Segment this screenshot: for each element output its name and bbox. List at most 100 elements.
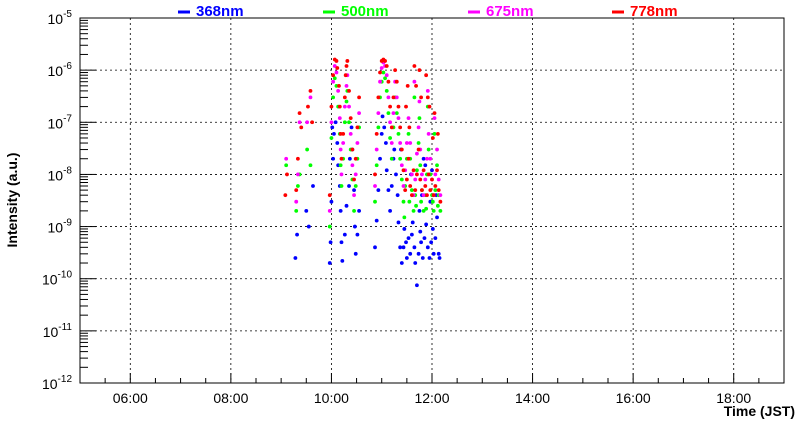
data-point xyxy=(407,199,412,204)
data-point xyxy=(430,136,435,140)
data-point xyxy=(430,227,435,231)
data-point xyxy=(299,125,304,130)
data-point xyxy=(408,141,413,145)
data-point xyxy=(304,208,309,213)
data-point xyxy=(391,95,396,100)
data-point xyxy=(386,95,391,100)
y-tick-base: 10 xyxy=(48,11,64,27)
data-point xyxy=(376,111,381,116)
data-point xyxy=(403,188,408,193)
data-point xyxy=(395,193,400,198)
x-axis-label: Time (JST) xyxy=(724,403,795,419)
data-point xyxy=(435,203,440,208)
data-point xyxy=(344,83,349,88)
data-point xyxy=(331,156,336,161)
data-point xyxy=(417,68,422,73)
data-point xyxy=(345,59,350,63)
data-point xyxy=(339,240,344,245)
data-point xyxy=(424,222,429,227)
data-point xyxy=(435,131,440,136)
data-point xyxy=(347,120,351,125)
y-tick-exponent: -5 xyxy=(63,9,72,20)
data-point xyxy=(357,208,361,213)
data-point xyxy=(389,125,394,130)
y-tick-label: 10-12 xyxy=(42,374,72,392)
data-point xyxy=(421,193,426,198)
data-point xyxy=(374,131,379,136)
data-point xyxy=(435,163,439,168)
data-point xyxy=(311,184,315,188)
data-point xyxy=(374,147,379,152)
data-point xyxy=(373,184,377,188)
data-point xyxy=(432,111,437,116)
data-point xyxy=(404,256,409,260)
data-point xyxy=(305,147,310,152)
data-point xyxy=(353,156,358,161)
data-point xyxy=(416,125,421,130)
series-778nm xyxy=(283,57,443,204)
data-point xyxy=(436,251,441,256)
data-point xyxy=(352,224,357,229)
data-point xyxy=(344,99,349,104)
data-point xyxy=(411,208,416,213)
data-point xyxy=(327,224,332,229)
data-point xyxy=(427,104,432,109)
data-point xyxy=(410,220,415,225)
data-point xyxy=(378,70,382,75)
data-point xyxy=(431,208,436,213)
data-point xyxy=(308,163,313,168)
data-point xyxy=(418,163,423,168)
y-tick-exponent: -7 xyxy=(63,113,72,124)
data-point xyxy=(398,245,403,250)
data-point xyxy=(430,168,434,173)
y-tick-base: 10 xyxy=(42,272,58,288)
x-tick-label: 08:00 xyxy=(213,390,248,406)
data-point xyxy=(339,172,344,177)
data-point xyxy=(329,199,334,204)
data-point xyxy=(409,232,414,237)
data-point xyxy=(430,199,435,204)
data-point xyxy=(331,73,336,78)
data-point xyxy=(399,147,404,152)
legend: 368nm 500nm 675nm 778nm xyxy=(178,3,678,20)
y-tick-label: 10-6 xyxy=(48,61,73,79)
data-point xyxy=(383,59,387,63)
data-point xyxy=(388,120,392,125)
data-point xyxy=(425,245,430,250)
data-point xyxy=(284,156,289,161)
data-point xyxy=(285,172,289,177)
data-point xyxy=(339,156,344,161)
data-point xyxy=(404,104,408,109)
data-point xyxy=(310,120,315,125)
data-point xyxy=(339,184,344,188)
data-point xyxy=(294,188,299,193)
data-point xyxy=(408,184,413,188)
data-point xyxy=(342,95,347,100)
data-point xyxy=(433,188,438,193)
data-point xyxy=(342,104,347,109)
data-point xyxy=(284,163,289,168)
data-point xyxy=(384,88,389,93)
data-point xyxy=(413,177,418,182)
data-point xyxy=(389,156,394,161)
y-tick-base: 10 xyxy=(43,324,59,340)
data-point xyxy=(329,136,334,140)
data-point xyxy=(329,120,334,125)
data-point xyxy=(433,172,438,177)
data-point xyxy=(422,236,427,241)
data-point xyxy=(412,245,417,250)
data-point xyxy=(398,125,403,130)
data-point xyxy=(341,131,346,136)
y-tick-exponent: -10 xyxy=(58,270,73,281)
data-point xyxy=(337,116,342,121)
data-point xyxy=(404,141,409,145)
y-tick-label: 10-5 xyxy=(48,9,73,27)
data-point xyxy=(432,116,437,121)
data-point xyxy=(437,256,442,260)
data-point xyxy=(412,64,417,68)
data-point xyxy=(424,206,429,211)
data-point xyxy=(384,141,388,145)
data-point xyxy=(438,208,443,213)
data-point xyxy=(389,141,394,145)
